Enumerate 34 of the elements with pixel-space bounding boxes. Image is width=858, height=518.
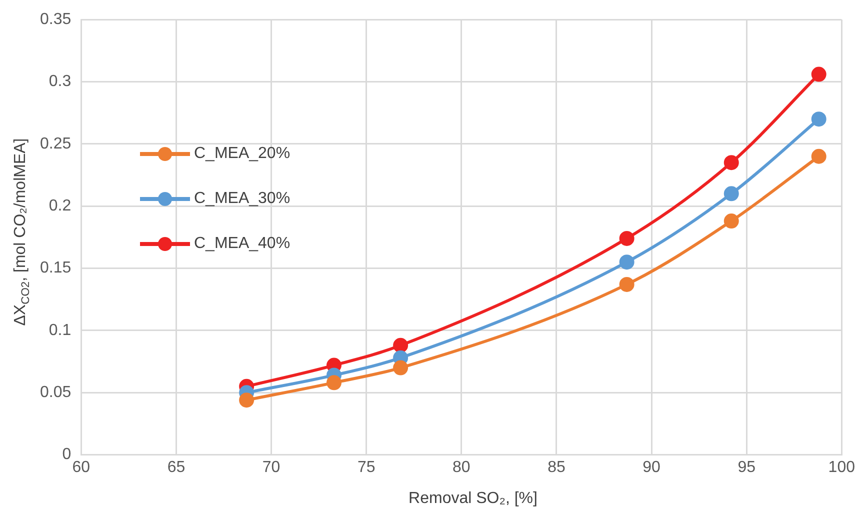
point	[619, 276, 634, 292]
legend-label: C_MEA_20%	[194, 144, 290, 162]
x-axis-title: Removal SO₂, [%]	[408, 490, 538, 508]
point	[724, 186, 739, 202]
point	[811, 112, 826, 127]
y-tick-label: 0	[62, 446, 72, 464]
point	[393, 338, 408, 353]
x-tick-label: 85	[548, 458, 566, 476]
y-tick-label: 0.1	[48, 322, 72, 339]
y-tick-label: 0.2	[48, 198, 72, 215]
y-tick-label: 0.3	[48, 73, 72, 90]
x-tick-label: 60	[72, 458, 90, 476]
point	[239, 392, 254, 408]
y-tick-label: 0.15	[40, 260, 72, 277]
point	[724, 155, 739, 170]
point	[724, 214, 739, 229]
x-tick-label: 70	[262, 458, 280, 476]
point	[326, 375, 342, 390]
point	[619, 254, 634, 270]
point	[811, 148, 826, 164]
point	[811, 66, 826, 82]
x-tick-label: 80	[452, 458, 470, 476]
legend-label: C_MEA_30%	[194, 190, 290, 208]
x-tick-label: 100	[828, 458, 856, 476]
x-tick-label: 65	[167, 458, 186, 476]
legend-label: C_MEA_40%	[194, 234, 290, 252]
point	[393, 360, 408, 376]
point	[619, 230, 634, 246]
x-tick-label: 90	[642, 458, 661, 476]
y-tick-label: 0.25	[40, 135, 72, 152]
y-tick-label: 0.35	[40, 11, 72, 28]
y-tick-label: 0.05	[40, 384, 72, 402]
x-tick-label: 75	[357, 458, 376, 476]
x-tick-label: 95	[738, 458, 756, 476]
